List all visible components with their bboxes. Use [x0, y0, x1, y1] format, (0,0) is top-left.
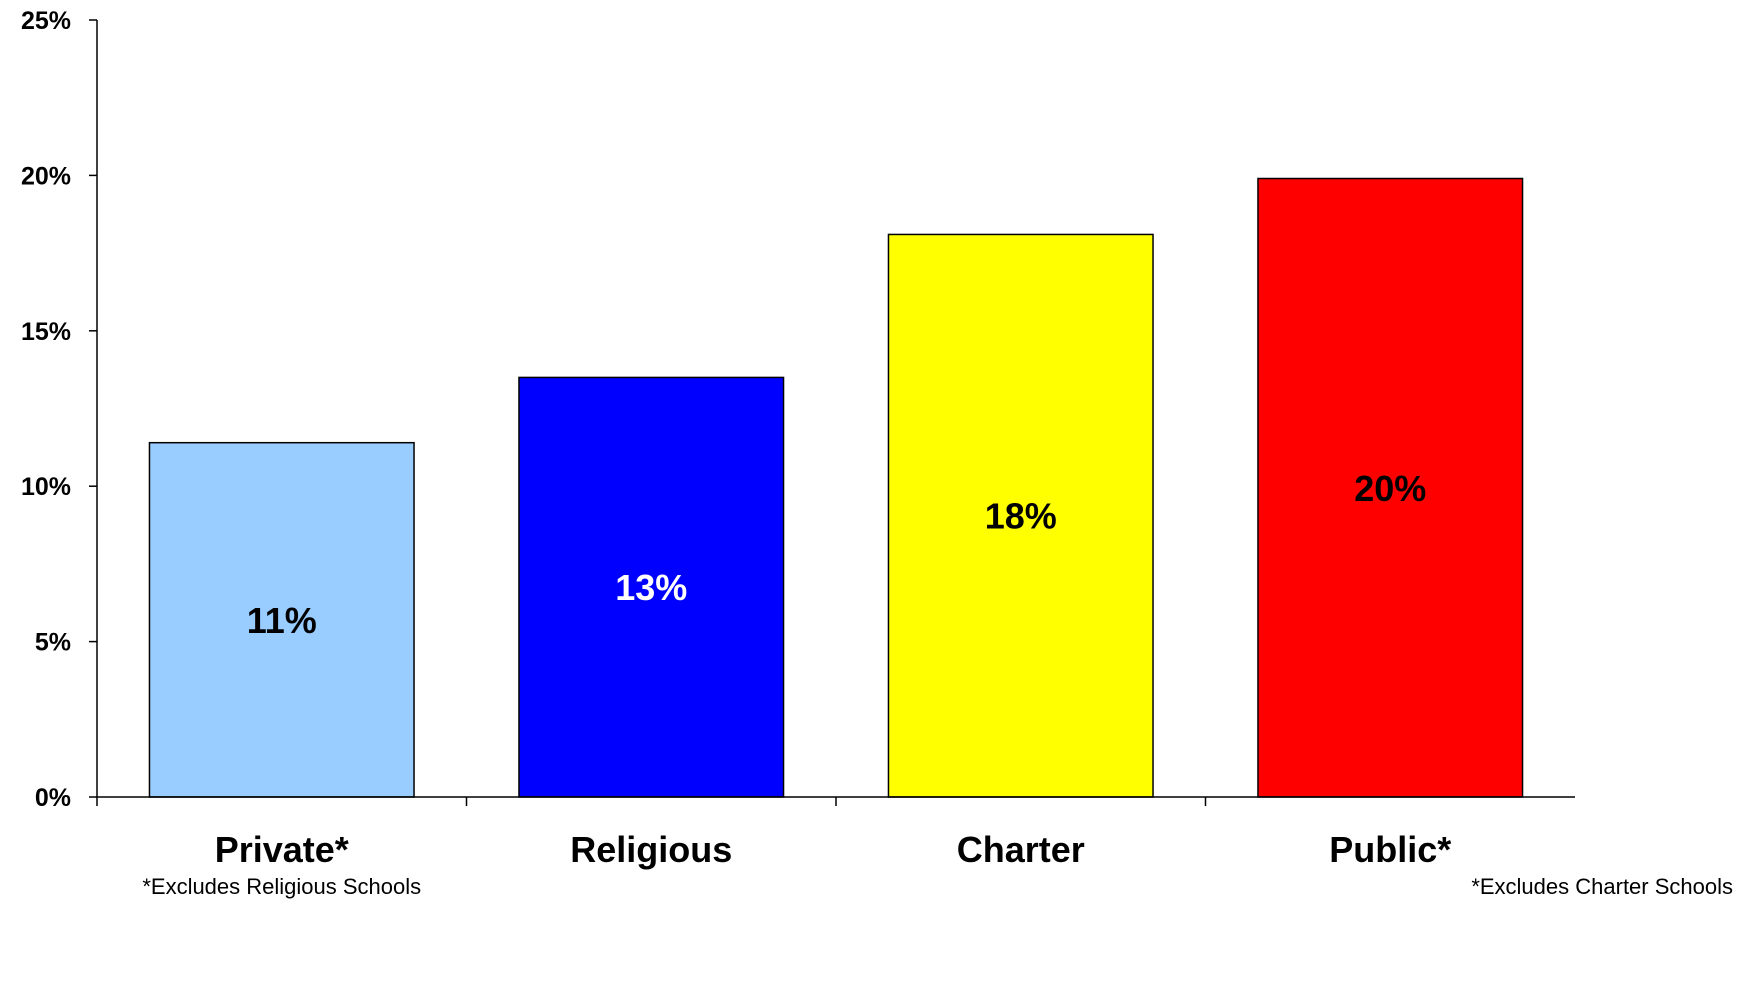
x-category-label: Public*: [1329, 829, 1451, 870]
y-tick-label: 20%: [21, 162, 71, 190]
bars: 11% 13% 18% 20%: [148, 177, 1524, 798]
x-axis: [96, 796, 1575, 806]
y-axis: 0% 5% 10% 15% 20% 25%: [21, 7, 98, 812]
bar: [887, 233, 1154, 798]
x-category-label: Religious: [570, 829, 732, 870]
bar-data-label: 13%: [615, 567, 687, 608]
category-footnote: *Excludes Charter Schools: [1471, 874, 1733, 899]
bar-data-label: 11%: [247, 600, 317, 641]
x-category-label: Private*: [215, 829, 349, 870]
y-tick-label: 0%: [35, 784, 71, 812]
y-tick-label: 5%: [35, 629, 71, 657]
bar: [518, 376, 785, 798]
bar-data-label: 20%: [1354, 468, 1426, 509]
y-tick-label: 10%: [21, 473, 71, 501]
y-tick-label: 25%: [21, 7, 71, 35]
bar-data-label: 18%: [985, 496, 1057, 537]
bar: [1257, 177, 1524, 798]
y-tick-label: 15%: [21, 318, 71, 346]
category-footnote: *Excludes Religious Schools: [142, 874, 421, 899]
category-labels: Private* *Excludes Religious Schools Relig…: [142, 829, 1733, 899]
x-category-label: Charter: [957, 829, 1085, 870]
